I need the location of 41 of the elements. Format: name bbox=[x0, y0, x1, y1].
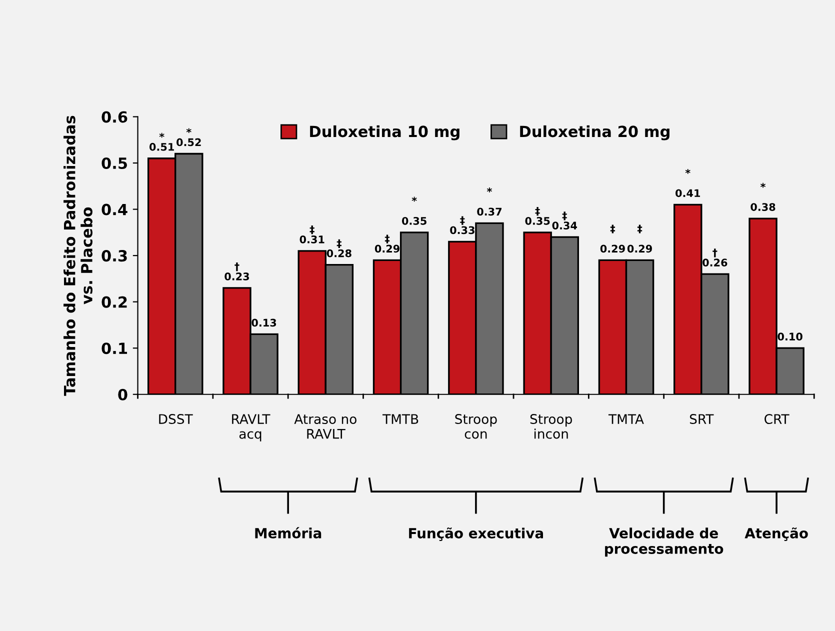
x-tick-label: DSST bbox=[159, 414, 193, 424]
y-tick-label: 0.5 bbox=[102, 157, 127, 170]
x-tick-label: TMTA bbox=[608, 414, 644, 424]
data-label: ‡ 0.35 bbox=[525, 207, 550, 225]
x-tick-label: TMTB bbox=[382, 414, 418, 424]
text: Atenção bbox=[744, 527, 808, 541]
y-tick-label: 0.4 bbox=[102, 204, 128, 216]
y-tick-label: 0.3 bbox=[102, 250, 127, 262]
legend-label: Duloxetina 10 mg bbox=[310, 125, 460, 140]
data-label: ‡ 0.33 bbox=[450, 216, 474, 234]
data-label: ‡ 0.31 bbox=[300, 226, 324, 244]
x-tick-label: CRT bbox=[764, 414, 790, 424]
x-tick-label: SRT bbox=[690, 414, 714, 424]
x-tick-label: Stroop con bbox=[455, 414, 497, 439]
data-label: * 0.52 bbox=[176, 128, 201, 146]
y-tick-label: 0.6 bbox=[102, 111, 128, 123]
data-label: ‡ 0.29 bbox=[374, 234, 400, 253]
x-tick-label: RAVLT acq bbox=[232, 414, 270, 442]
text: Velocidade de processamento bbox=[605, 528, 724, 557]
data-label: * 0.51 bbox=[149, 132, 174, 151]
text: Memória bbox=[255, 527, 322, 538]
text: * 0.37 bbox=[477, 188, 502, 216]
y-tick-label: 0.2 bbox=[102, 296, 127, 308]
data-label: ‡ 0.28 bbox=[326, 239, 352, 258]
legend-label: Duloxetina 20 mg bbox=[520, 125, 670, 140]
text: * 0.41 bbox=[676, 169, 700, 198]
text: Função executiva bbox=[409, 527, 544, 541]
data-label: ‡ 0.34 bbox=[552, 212, 577, 230]
y-tick-label: 0 bbox=[118, 388, 128, 400]
data-label: ‡ 0.29 bbox=[600, 224, 625, 253]
y-axis-title: Tamanho do Efeito Padronizadas vs. Placebo bbox=[64, 116, 92, 396]
data-label: ‡ 0.29 bbox=[627, 224, 652, 253]
data-label: 0.13 bbox=[252, 318, 276, 327]
x-tick-label: Atraso no RAVLT bbox=[294, 414, 356, 439]
text: * 0.38 bbox=[750, 182, 776, 211]
x-tick-label: Stroop incon bbox=[530, 414, 572, 439]
text: * 0.35 bbox=[402, 196, 426, 225]
data-label: 0.10 bbox=[778, 332, 802, 341]
data-label: † 0.23 bbox=[224, 262, 249, 280]
data-label: † 0.26 bbox=[702, 248, 728, 266]
y-tick-label: 0.1 bbox=[102, 342, 128, 354]
